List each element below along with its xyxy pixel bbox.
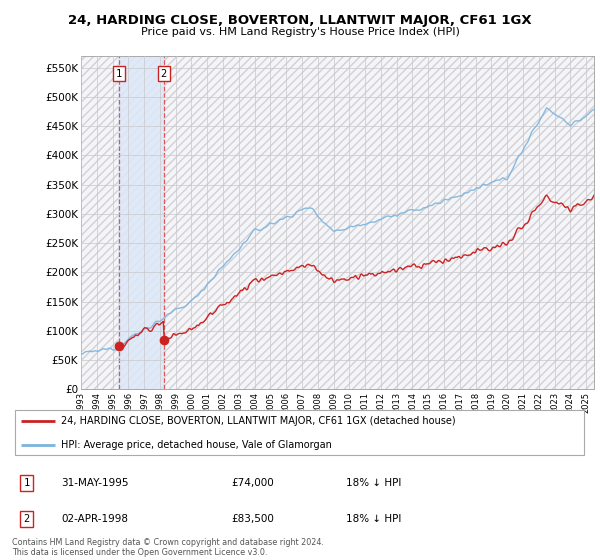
Text: 1: 1: [23, 478, 29, 488]
Bar: [118, 56, 166, 389]
Text: 24, HARDING CLOSE, BOVERTON, LLANTWIT MAJOR, CF61 1GX (detached house): 24, HARDING CLOSE, BOVERTON, LLANTWIT MA…: [61, 416, 455, 426]
Text: 24, HARDING CLOSE, BOVERTON, LLANTWIT MAJOR, CF61 1GX: 24, HARDING CLOSE, BOVERTON, LLANTWIT MA…: [68, 14, 532, 27]
Text: Price paid vs. HM Land Registry's House Price Index (HPI): Price paid vs. HM Land Registry's House …: [140, 27, 460, 37]
Text: 18% ↓ HPI: 18% ↓ HPI: [346, 478, 401, 488]
Bar: [81, 56, 594, 389]
Text: HPI: Average price, detached house, Vale of Glamorgan: HPI: Average price, detached house, Vale…: [61, 440, 332, 450]
Text: 2: 2: [23, 514, 29, 524]
Text: 31-MAY-1995: 31-MAY-1995: [61, 478, 128, 488]
Text: £74,000: £74,000: [231, 478, 274, 488]
Text: £83,500: £83,500: [231, 514, 274, 524]
Text: 18% ↓ HPI: 18% ↓ HPI: [346, 514, 401, 524]
Text: 1: 1: [116, 68, 122, 78]
Text: Contains HM Land Registry data © Crown copyright and database right 2024.
This d: Contains HM Land Registry data © Crown c…: [12, 538, 324, 557]
Text: 2: 2: [161, 68, 167, 78]
Text: 02-APR-1998: 02-APR-1998: [61, 514, 128, 524]
FancyBboxPatch shape: [15, 410, 584, 455]
